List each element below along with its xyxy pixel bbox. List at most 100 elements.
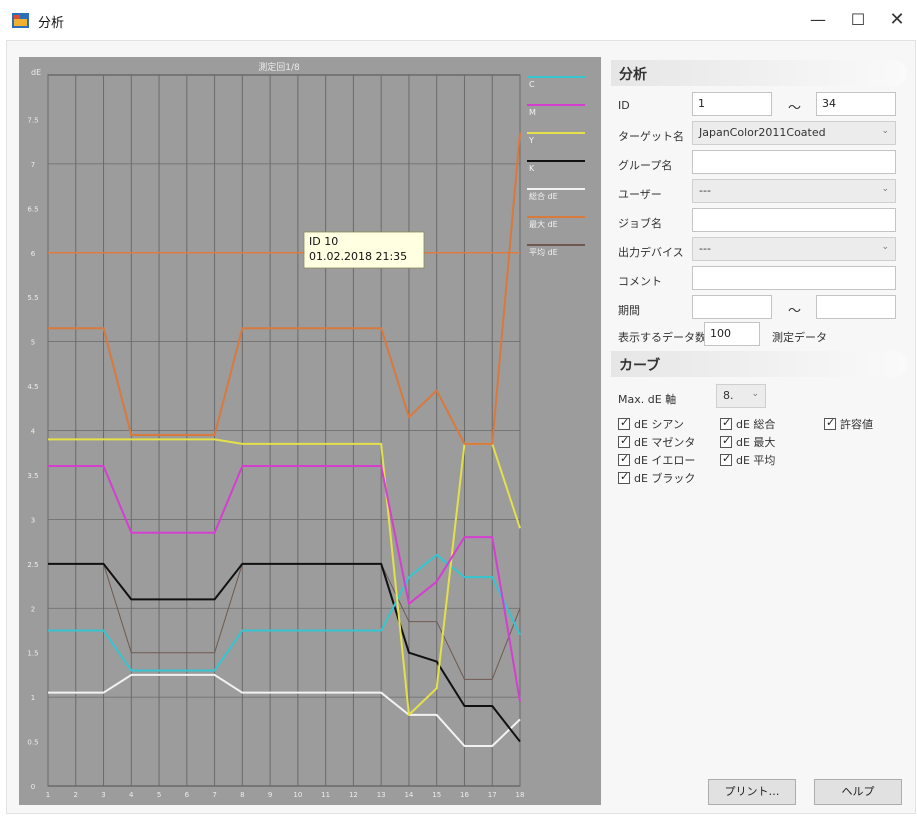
job-input[interactable] [692, 208, 896, 232]
user-label: ユーザー [618, 186, 662, 202]
display-count-input[interactable]: 100 [704, 322, 760, 346]
chart-tooltip: ID 10 01.02.2018 21:35 [304, 232, 424, 268]
max-de-label: Max. dE 軸 [618, 391, 676, 407]
y-tick-label: 0.5 [27, 739, 38, 747]
period-label: 期間 [618, 302, 640, 318]
legend-label[interactable]: C [529, 80, 535, 89]
x-tick-label: 16 [460, 791, 469, 799]
y-tick-label: 7.5 [27, 116, 38, 124]
display-count-label: 表示するデータ数 [618, 329, 706, 345]
close-button[interactable]: ✕ [882, 8, 912, 32]
period-range-separator: ～ [788, 300, 801, 319]
x-tick-label: 6 [185, 791, 190, 799]
checkbox-de-max[interactable]: ✓ dE 最大 [720, 434, 775, 450]
title-bar: 分析 — ☐ ✕ [0, 0, 917, 40]
target-select[interactable]: JapanColor2011Coated ⌄ [692, 121, 896, 145]
y-tick-label: 4 [31, 428, 36, 436]
x-tick-label: 18 [516, 791, 525, 799]
checkbox-label: dE ブラック [634, 470, 695, 486]
minimize-button[interactable]: — [803, 8, 833, 32]
legend-label[interactable]: 平均 dE [529, 247, 558, 257]
checkbox-checked-icon: ✓ [618, 472, 630, 484]
device-value: --- [699, 242, 711, 255]
legend-label[interactable]: Y [528, 136, 534, 145]
curve-header: カーブ [611, 351, 907, 377]
x-tick-label: 5 [157, 791, 161, 799]
y-tick-label: 2.5 [27, 561, 38, 569]
x-tick-label: 10 [293, 791, 302, 799]
user-value: --- [699, 184, 711, 197]
print-button[interactable]: プリント… [708, 779, 796, 805]
legend-label[interactable]: 最大 dE [529, 219, 558, 229]
checkbox-label: dE イエロー [634, 452, 695, 468]
y-tick-label: 1.5 [27, 650, 38, 658]
help-button[interactable]: ヘルプ [814, 779, 902, 805]
x-tick-label: 14 [404, 791, 413, 799]
measure-data-label: 測定データ [772, 329, 827, 345]
y-tick-label: 5 [31, 339, 35, 347]
y-tick-label: 7 [31, 161, 35, 169]
chevron-down-icon: ⌄ [881, 242, 889, 252]
checkbox-label: dE シアン [634, 416, 684, 432]
checkbox-de-yellow[interactable]: ✓ dE イエロー [618, 452, 695, 468]
legend-label[interactable]: K [529, 164, 535, 173]
checkbox-de-cyan[interactable]: ✓ dE シアン [618, 416, 684, 432]
checkbox-checked-icon: ✓ [618, 436, 630, 448]
x-tick-label: 2 [74, 791, 78, 799]
device-select[interactable]: --- ⌄ [692, 237, 896, 261]
group-input[interactable] [692, 150, 896, 174]
analysis-title: 分析 [619, 64, 647, 84]
max-de-value: 8. [723, 389, 734, 402]
id-to-input[interactable]: 34 [816, 92, 896, 116]
y-tick-label: 0 [31, 783, 35, 791]
checkbox-label: dE 最大 [736, 434, 775, 450]
y-tick-label: 3 [31, 516, 35, 524]
comment-input[interactable] [692, 266, 896, 290]
legend-label[interactable]: M [529, 108, 536, 117]
maximize-button[interactable]: ☐ [843, 8, 873, 32]
period-from-input[interactable] [692, 295, 772, 319]
y-tick-label: 1 [31, 694, 35, 702]
id-label: ID [618, 99, 630, 112]
legend-label[interactable]: 総合 dE [529, 191, 558, 201]
checkbox-de-avg[interactable]: ✓ dE 平均 [720, 452, 775, 468]
checkbox-de-black[interactable]: ✓ dE ブラック [618, 470, 695, 486]
id-from-input[interactable]: 1 [692, 92, 772, 116]
x-tick-label: 1 [46, 791, 50, 799]
checkbox-checked-icon: ✓ [618, 454, 630, 466]
checkbox-checked-icon: ✓ [824, 418, 836, 430]
y-tick-label: 3.5 [27, 472, 38, 480]
chevron-down-icon: ⌄ [881, 184, 889, 194]
settings-panel: 分析 ID 1 ～ 34 ターゲット名 JapanColor2011Coated… [606, 57, 911, 812]
x-tick-label: 12 [349, 791, 358, 799]
checkbox-de-total[interactable]: ✓ dE 総合 [720, 416, 775, 432]
window-title: 分析 [38, 12, 64, 31]
app-icon [12, 13, 29, 28]
checkbox-de-magenta[interactable]: ✓ dE マゼンタ [618, 434, 695, 450]
chevron-down-icon: ⌄ [881, 126, 889, 136]
checkbox-label: dE 総合 [736, 416, 775, 432]
comment-label: コメント [618, 273, 662, 289]
y-tick-label: 5.5 [27, 294, 38, 302]
y-tick-label: 4.5 [27, 383, 38, 391]
user-select[interactable]: --- ⌄ [692, 179, 896, 203]
checkbox-checked-icon: ✓ [720, 436, 732, 448]
tooltip-line2: 01.02.2018 21:35 [309, 250, 407, 263]
y-tick-label: 6 [31, 250, 36, 258]
device-label: 出力デバイス [618, 244, 684, 260]
checkbox-checked-icon: ✓ [720, 454, 732, 466]
x-tick-label: 13 [377, 791, 386, 799]
x-tick-label: 17 [488, 791, 497, 799]
x-tick-label: 15 [432, 791, 441, 799]
job-label: ジョブ名 [618, 215, 662, 231]
analysis-header: 分析 [611, 60, 907, 86]
max-de-select[interactable]: 8. ⌄ [716, 384, 766, 408]
period-to-input[interactable] [816, 295, 896, 319]
id-range-separator: ～ [788, 97, 801, 116]
group-label: グループ名 [618, 157, 672, 173]
x-tick-label: 3 [101, 791, 105, 799]
checkbox-tolerance[interactable]: ✓ 許容値 [824, 416, 873, 432]
chevron-down-icon: ⌄ [751, 389, 759, 399]
